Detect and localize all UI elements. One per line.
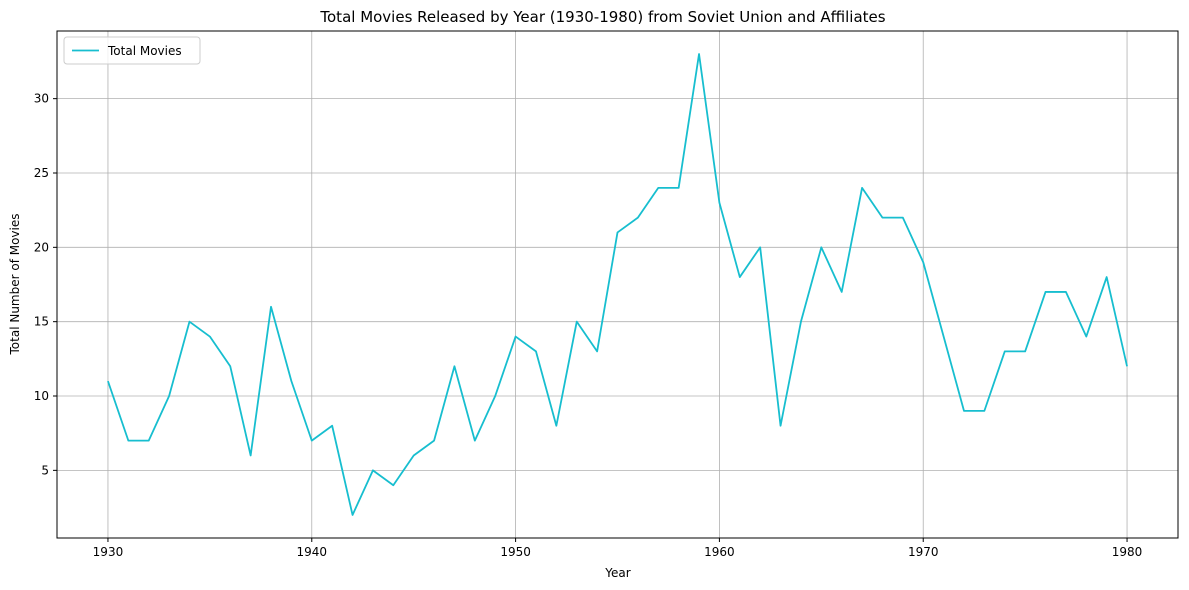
y-axis-label: Total Number of Movies <box>8 213 22 355</box>
x-tick-label: 1980 <box>1112 545 1143 559</box>
y-tick-label: 5 <box>41 463 49 477</box>
legend: Total Movies <box>63 36 201 65</box>
x-axis-label: Year <box>604 566 630 580</box>
x-axis-ticks: 1930 1940 1950 1960 1970 1980 <box>93 538 1143 559</box>
grid <box>57 31 1178 538</box>
y-tick-label: 25 <box>34 166 49 180</box>
y-tick-label: 30 <box>34 92 49 106</box>
x-tick-label: 1950 <box>500 545 531 559</box>
chart-title: Total Movies Released by Year (1930-1980… <box>319 8 885 26</box>
axes-frame <box>56 30 1179 539</box>
x-tick-label: 1940 <box>296 545 327 559</box>
legend-label: Total Movies <box>107 44 182 58</box>
y-tick-label: 10 <box>34 389 49 403</box>
y-tick-label: 20 <box>34 240 49 254</box>
y-tick-label: 15 <box>34 315 49 329</box>
x-tick-label: 1960 <box>704 545 735 559</box>
plot-area <box>107 53 1128 516</box>
series-line-total-movies <box>107 53 1128 516</box>
x-tick-label: 1930 <box>93 545 124 559</box>
y-axis-ticks: 5 10 15 20 25 30 <box>34 92 57 477</box>
x-tick-label: 1970 <box>908 545 939 559</box>
legend-box <box>63 36 201 65</box>
